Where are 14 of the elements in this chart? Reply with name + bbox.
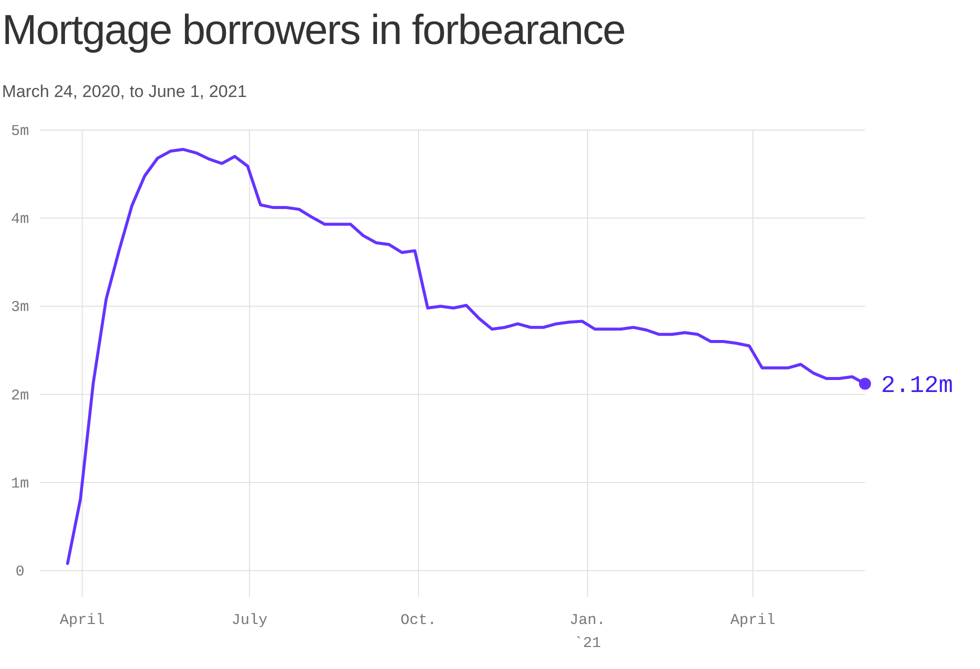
x-tick-label: July [231, 612, 268, 629]
chart-title: Mortgage borrowers in forbearance [2, 6, 626, 53]
chart-subtitle: March 24, 2020, to June 1, 2021 [2, 82, 247, 101]
annotation: 2.12m [881, 372, 954, 400]
y-tick-label: 1m [10, 475, 30, 492]
y-tick-label: 4m [10, 211, 30, 228]
x-tick-label: April [60, 612, 105, 629]
y-tick-label: 3m [10, 299, 30, 316]
y-tick-label: 0 [15, 564, 25, 581]
x-tick-label: Oct. [400, 612, 437, 629]
x-tick-label: April [730, 612, 776, 629]
y-tick-label: 5m [10, 123, 30, 140]
y-tick-label: 2m [10, 387, 30, 404]
x-tick-label: Jan. `21 [570, 612, 606, 652]
